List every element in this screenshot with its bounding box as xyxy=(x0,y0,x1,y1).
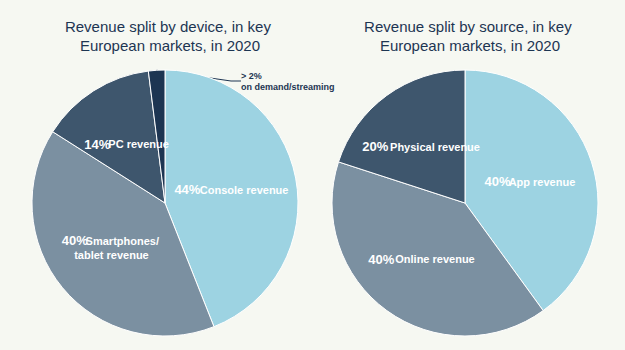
svg-text:Smartphones/: Smartphones/ xyxy=(86,235,159,247)
svg-text:> 2%: > 2% xyxy=(241,71,262,81)
svg-text:Online revenue: Online revenue xyxy=(395,253,474,265)
svg-text:44%: 44% xyxy=(174,182,200,197)
svg-text:40%: 40% xyxy=(484,174,510,189)
svg-text:European markets, in 2020: European markets, in 2020 xyxy=(80,37,260,54)
svg-text:14%: 14% xyxy=(84,137,110,152)
svg-text:40%: 40% xyxy=(62,233,88,248)
svg-text:Console revenue: Console revenue xyxy=(200,184,289,196)
svg-text:PC revenue: PC revenue xyxy=(108,138,169,150)
svg-text:20%: 20% xyxy=(362,139,388,154)
svg-text:European markets, in 2020: European markets, in 2020 xyxy=(380,37,560,54)
svg-text:40%: 40% xyxy=(368,252,394,267)
svg-text:tablet revenue: tablet revenue xyxy=(74,249,149,261)
svg-text:Revenue split by source, in ke: Revenue split by source, in key xyxy=(364,18,576,35)
svg-text:on demand/streaming: on demand/streaming xyxy=(241,82,335,92)
svg-text:Physical revenue: Physical revenue xyxy=(390,141,480,153)
svg-text:Revenue split by device, in ke: Revenue split by device, in key xyxy=(65,18,275,35)
svg-text:App revenue: App revenue xyxy=(509,176,576,188)
